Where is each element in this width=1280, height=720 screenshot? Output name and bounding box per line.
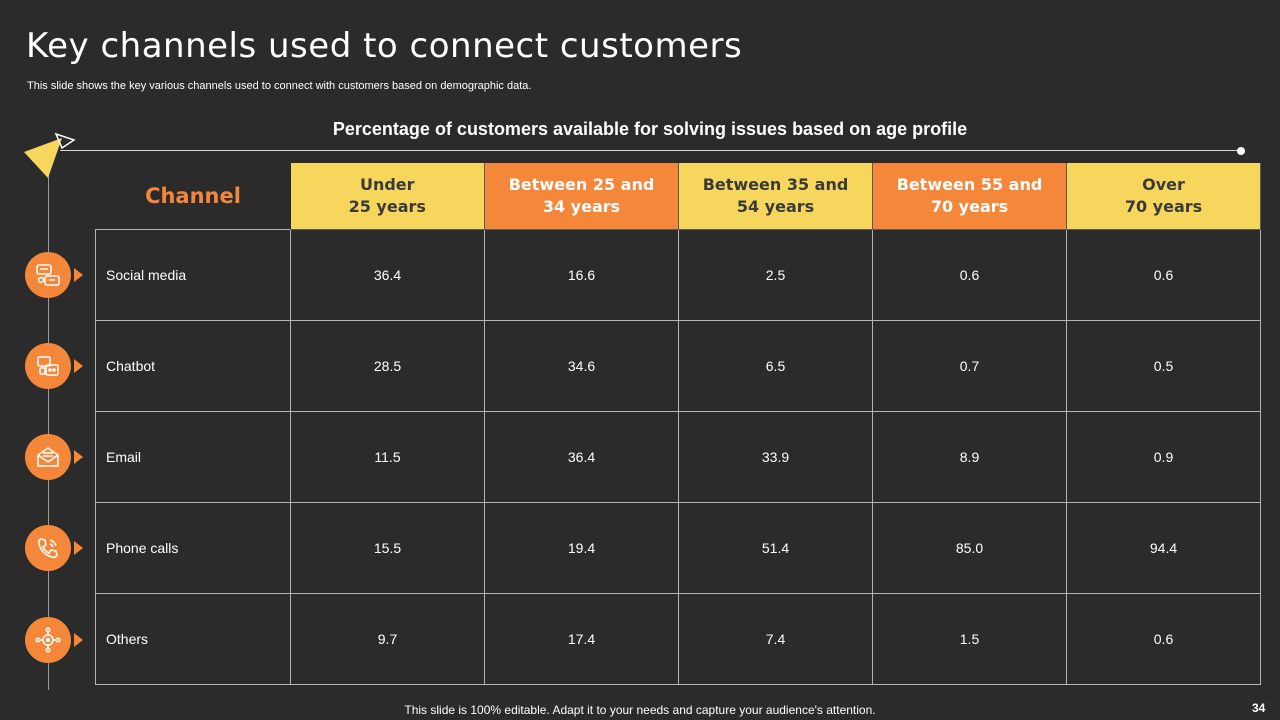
value-cell: 16.6 bbox=[484, 229, 679, 321]
channel-name-cell: Others bbox=[95, 593, 291, 685]
column-header-25-34: Between 25 and 34 years bbox=[484, 163, 679, 230]
slide-title: Key channels used to connect customers bbox=[26, 26, 743, 66]
value-cell: 0.6 bbox=[1066, 593, 1261, 685]
chatbot-icon bbox=[25, 343, 71, 389]
column-header-over-70: Over 70 years bbox=[1066, 163, 1261, 230]
table-row: Phone calls 15.5 19.4 51.4 85.0 94.4 bbox=[95, 502, 1261, 594]
channel-name-cell: Chatbot bbox=[95, 320, 291, 412]
table-row: Social media 36.4 16.6 2.5 0.6 0.6 bbox=[95, 229, 1261, 321]
value-cell: 7.4 bbox=[678, 593, 873, 685]
column-header-line: 70 years bbox=[930, 197, 1009, 216]
value-cell: 9.7 bbox=[290, 593, 485, 685]
channel-name-cell: Phone calls bbox=[95, 502, 291, 594]
column-header-55-70: Between 55 and 70 years bbox=[872, 163, 1067, 230]
table-row: Chatbot 28.5 34.6 6.5 0.7 0.5 bbox=[95, 320, 1261, 412]
table-row: Email 11.5 36.4 33.9 8.9 0.9 bbox=[95, 411, 1261, 503]
value-cell: 1.5 bbox=[872, 593, 1067, 685]
footer-note: This slide is 100% editable. Adapt it to… bbox=[404, 703, 876, 717]
value-cell: 0.6 bbox=[1066, 229, 1261, 321]
channel-name-cell: Email bbox=[95, 411, 291, 503]
column-header-under-25: Under 25 years bbox=[290, 163, 485, 230]
column-header-line: 54 years bbox=[736, 197, 815, 216]
network-icon bbox=[25, 617, 71, 663]
column-header-line: 70 years bbox=[1124, 197, 1203, 216]
row-arrow-icon bbox=[74, 359, 83, 373]
row-arrow-icon bbox=[74, 268, 83, 282]
value-cell: 36.4 bbox=[484, 411, 679, 503]
value-cell: 51.4 bbox=[678, 502, 873, 594]
email-icon bbox=[25, 434, 71, 480]
page-number: 34 bbox=[1252, 701, 1266, 715]
top-divider-line bbox=[60, 150, 1241, 151]
value-cell: 6.5 bbox=[678, 320, 873, 412]
channel-column-header: Channel bbox=[145, 184, 241, 208]
value-cell: 0.9 bbox=[1066, 411, 1261, 503]
value-cell: 94.4 bbox=[1066, 502, 1261, 594]
column-header-line: Between 25 and bbox=[508, 175, 655, 194]
value-cell: 2.5 bbox=[678, 229, 873, 321]
social-media-icon bbox=[25, 252, 71, 298]
value-cell: 19.4 bbox=[484, 502, 679, 594]
value-cell: 0.5 bbox=[1066, 320, 1261, 412]
column-header-line: Over bbox=[1142, 175, 1185, 194]
column-header-line: 25 years bbox=[348, 197, 426, 216]
timeline-vertical-line bbox=[48, 170, 49, 690]
value-cell: 0.6 bbox=[872, 229, 1067, 321]
column-header-35-54: Between 35 and 54 years bbox=[678, 163, 873, 230]
pennant-flag-icon bbox=[24, 132, 76, 178]
table-header-row: Channel Under 25 years Between 25 and 34… bbox=[96, 163, 1261, 230]
table-row: Others 9.7 17.4 7.4 1.5 0.6 bbox=[95, 593, 1261, 685]
column-header-line: 34 years bbox=[542, 197, 621, 216]
value-cell: 0.7 bbox=[872, 320, 1067, 412]
phone-icon bbox=[25, 525, 71, 571]
value-cell: 17.4 bbox=[484, 593, 679, 685]
column-header-line: Between 55 and bbox=[896, 175, 1043, 194]
value-cell: 36.4 bbox=[290, 229, 485, 321]
channel-name-cell: Social media bbox=[95, 229, 291, 321]
column-header-line: Under bbox=[359, 175, 415, 194]
value-cell: 34.6 bbox=[484, 320, 679, 412]
value-cell: 11.5 bbox=[290, 411, 485, 503]
row-arrow-icon bbox=[74, 450, 83, 464]
value-cell: 8.9 bbox=[872, 411, 1067, 503]
top-divider-dot bbox=[1237, 147, 1245, 155]
row-arrow-icon bbox=[74, 541, 83, 555]
column-header-line: Between 35 and bbox=[702, 175, 849, 194]
table-title: Percentage of customers available for so… bbox=[332, 119, 968, 139]
slide-subtitle: This slide shows the key various channel… bbox=[27, 80, 532, 92]
value-cell: 85.0 bbox=[872, 502, 1067, 594]
row-arrow-icon bbox=[74, 633, 83, 647]
value-cell: 33.9 bbox=[678, 411, 873, 503]
value-cell: 15.5 bbox=[290, 502, 485, 594]
value-cell: 28.5 bbox=[290, 320, 485, 412]
channels-table: Channel Under 25 years Between 25 and 34… bbox=[95, 163, 1261, 685]
